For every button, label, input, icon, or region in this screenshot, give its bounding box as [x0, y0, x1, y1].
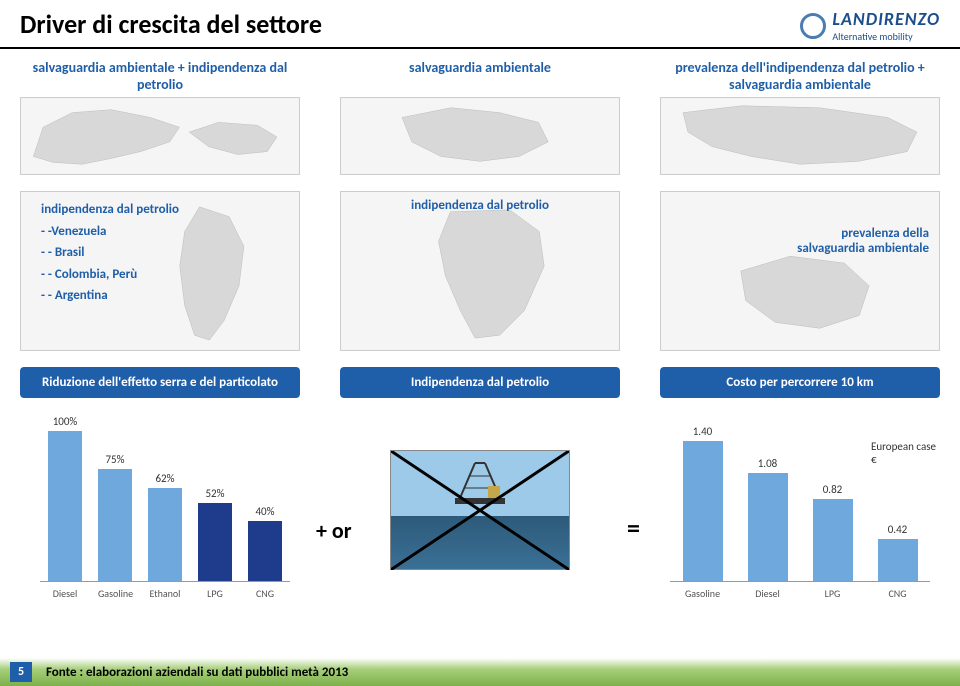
footer: 5 Fonte : elaborazioni aziendali su dati…	[0, 658, 960, 686]
map-north-america	[20, 97, 300, 175]
x-tick: CNG	[248, 587, 282, 600]
x-tick: Ethanol	[148, 587, 182, 600]
chip-emissions: Riduzione dell'effetto serra e del parti…	[20, 367, 300, 398]
bar-value: 0.82	[813, 483, 853, 496]
sa-item: - Brasil	[41, 243, 179, 263]
map-row-1	[0, 93, 960, 185]
globe-icon	[800, 13, 826, 39]
x-tick: CNG	[878, 587, 918, 600]
chip-cost: Costo per percorrere 10 km	[660, 367, 940, 398]
chip-independence: Indipendenza dal petrolio	[340, 367, 620, 398]
bar: 1.08	[748, 473, 788, 581]
bar: 0.42	[878, 539, 918, 581]
map-icon	[341, 98, 619, 174]
top-captions-row: salvaguardia ambientale + indipendenza d…	[0, 49, 960, 93]
bars-group: 100% 75% 62% 52% 40%	[40, 432, 290, 582]
x-axis-labels: Diesel Gasoline Ethanol LPG CNG	[40, 587, 290, 600]
x-tick: Gasoline	[683, 587, 723, 600]
bar-value: 0.42	[878, 523, 918, 536]
brand-logo: LANDIRENZO Alternative mobility	[800, 8, 940, 43]
bar: 62%	[148, 488, 182, 581]
cost-chart: European case € 1.401.080.820.42 Gasolin…	[660, 410, 940, 600]
plus-or-text: + or	[316, 517, 352, 544]
map-asia	[660, 97, 940, 175]
sa-item: -Venezuela	[41, 222, 179, 242]
x-tick: Diesel	[48, 587, 82, 600]
map-oceania: prevalenza della salvaguardia ambientale	[660, 191, 940, 351]
sa-item: - Colombia, Perù	[41, 265, 179, 285]
caption-eu: salvaguardia ambientale	[340, 59, 620, 93]
bar: 100%	[48, 431, 82, 581]
bar-value: 1.08	[748, 457, 788, 470]
map-africa: indipendenza dal petrolio	[340, 191, 620, 351]
map-icon	[21, 98, 299, 174]
map-icon	[341, 192, 619, 350]
bars-group: 1.40 1.08 0.82 0.42	[670, 432, 930, 582]
oceania-label: prevalenza della salvaguardia ambientale	[779, 226, 929, 256]
map-europe	[340, 97, 620, 175]
charts-row: 100% 75% 62% 52% 40% Diesel Gasoline Ethanol LP…	[0, 400, 960, 600]
bar: 0.82	[813, 499, 853, 581]
emissions-chart: 100% 75% 62% 52% 40% Diesel Gasoline Ethanol LP…	[20, 410, 300, 600]
africa-label: indipendenza dal petrolio	[411, 198, 549, 213]
bar: 1.40	[683, 441, 723, 581]
bar-value: 75%	[98, 453, 132, 466]
bar: 40%	[248, 521, 282, 581]
bar: 52%	[198, 503, 232, 581]
x-tick: LPG	[813, 587, 853, 600]
bar-value: 62%	[148, 472, 182, 485]
sa-item: - Argentina	[41, 286, 179, 306]
bar-value: 52%	[198, 487, 232, 500]
x-axis-labels: Gasoline Diesel LPG CNG	[670, 587, 930, 600]
header: Driver di crescita del settore LANDIRENZ…	[0, 0, 960, 49]
oil-rig-icon	[450, 458, 510, 508]
brand-name: LANDIRENZO	[832, 8, 940, 30]
brand-tagline: Alternative mobility	[832, 30, 940, 43]
equals-text: =	[627, 512, 640, 544]
map-icon	[661, 192, 939, 350]
caption-asia: prevalenza dell'indipendenza dal petroli…	[660, 59, 940, 93]
source-citation: Fonte : elaborazioni aziendali su dati p…	[46, 665, 348, 680]
platform-image	[390, 450, 570, 570]
caption-na: salvaguardia ambientale + indipendenza d…	[20, 59, 300, 93]
sa-heading: indipendenza dal petrolio	[41, 200, 179, 220]
x-tick: Gasoline	[98, 587, 132, 600]
map-icon	[661, 98, 939, 174]
oil-platform-graphic: + or =	[340, 410, 620, 600]
bar: 75%	[98, 469, 132, 582]
bar-value: 40%	[248, 505, 282, 518]
sa-list: indipendenza dal petrolio -Venezuela - B…	[41, 200, 179, 308]
page-number: 5	[10, 662, 32, 682]
chips-row: Riduzione dell'effetto serra e del parti…	[0, 361, 960, 400]
bar-value: 100%	[48, 415, 82, 428]
bar-value: 1.40	[683, 425, 723, 438]
map-south-america: indipendenza dal petrolio -Venezuela - B…	[20, 191, 300, 351]
x-tick: Diesel	[748, 587, 788, 600]
x-tick: LPG	[198, 587, 232, 600]
map-row-2: indipendenza dal petrolio -Venezuela - B…	[0, 185, 960, 361]
page-title: Driver di crescita del settore	[20, 8, 322, 40]
